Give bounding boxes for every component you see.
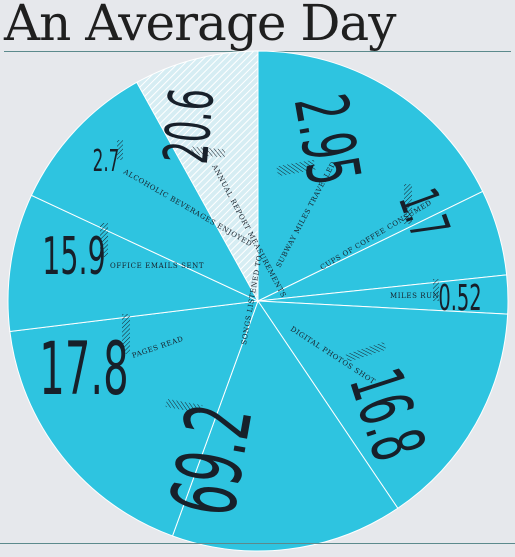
slice-category-label: MILES RUN [390,292,439,300]
hatch-tick-decoration [345,342,387,362]
hatch-tick-decoration [433,279,439,301]
slice-value-label: 17.8 [39,328,128,413]
pie-slice [9,300,259,537]
hatch-tick-decoration [165,398,203,414]
hatch-tick-decoration [190,146,226,158]
pie-slice [7,194,260,333]
pie-slice [257,300,509,509]
slice-value-label: 2.95 [277,89,376,192]
pie-slice [171,299,399,552]
slice-value-label: 69.2 [151,397,273,523]
bottom-rule [0,543,515,544]
hatch-tick-decoration [100,223,108,257]
slice-value-label: 0.52 [438,277,481,318]
pie-slice [257,50,484,302]
pie-slice [136,50,259,303]
hatch-tick-decoration [122,314,130,354]
hatch-tick-decoration [276,159,316,177]
slice-category-label: OFFICE EMAILS SENT [110,262,204,270]
hatch-tick-decoration [404,184,412,224]
pie-slice [30,81,260,303]
page-title: An Average Day [4,0,396,52]
hatch-tick-decoration [117,140,123,160]
slice-value-label: 15.9 [42,227,105,287]
slice-value-label: 2.7 [93,142,120,178]
